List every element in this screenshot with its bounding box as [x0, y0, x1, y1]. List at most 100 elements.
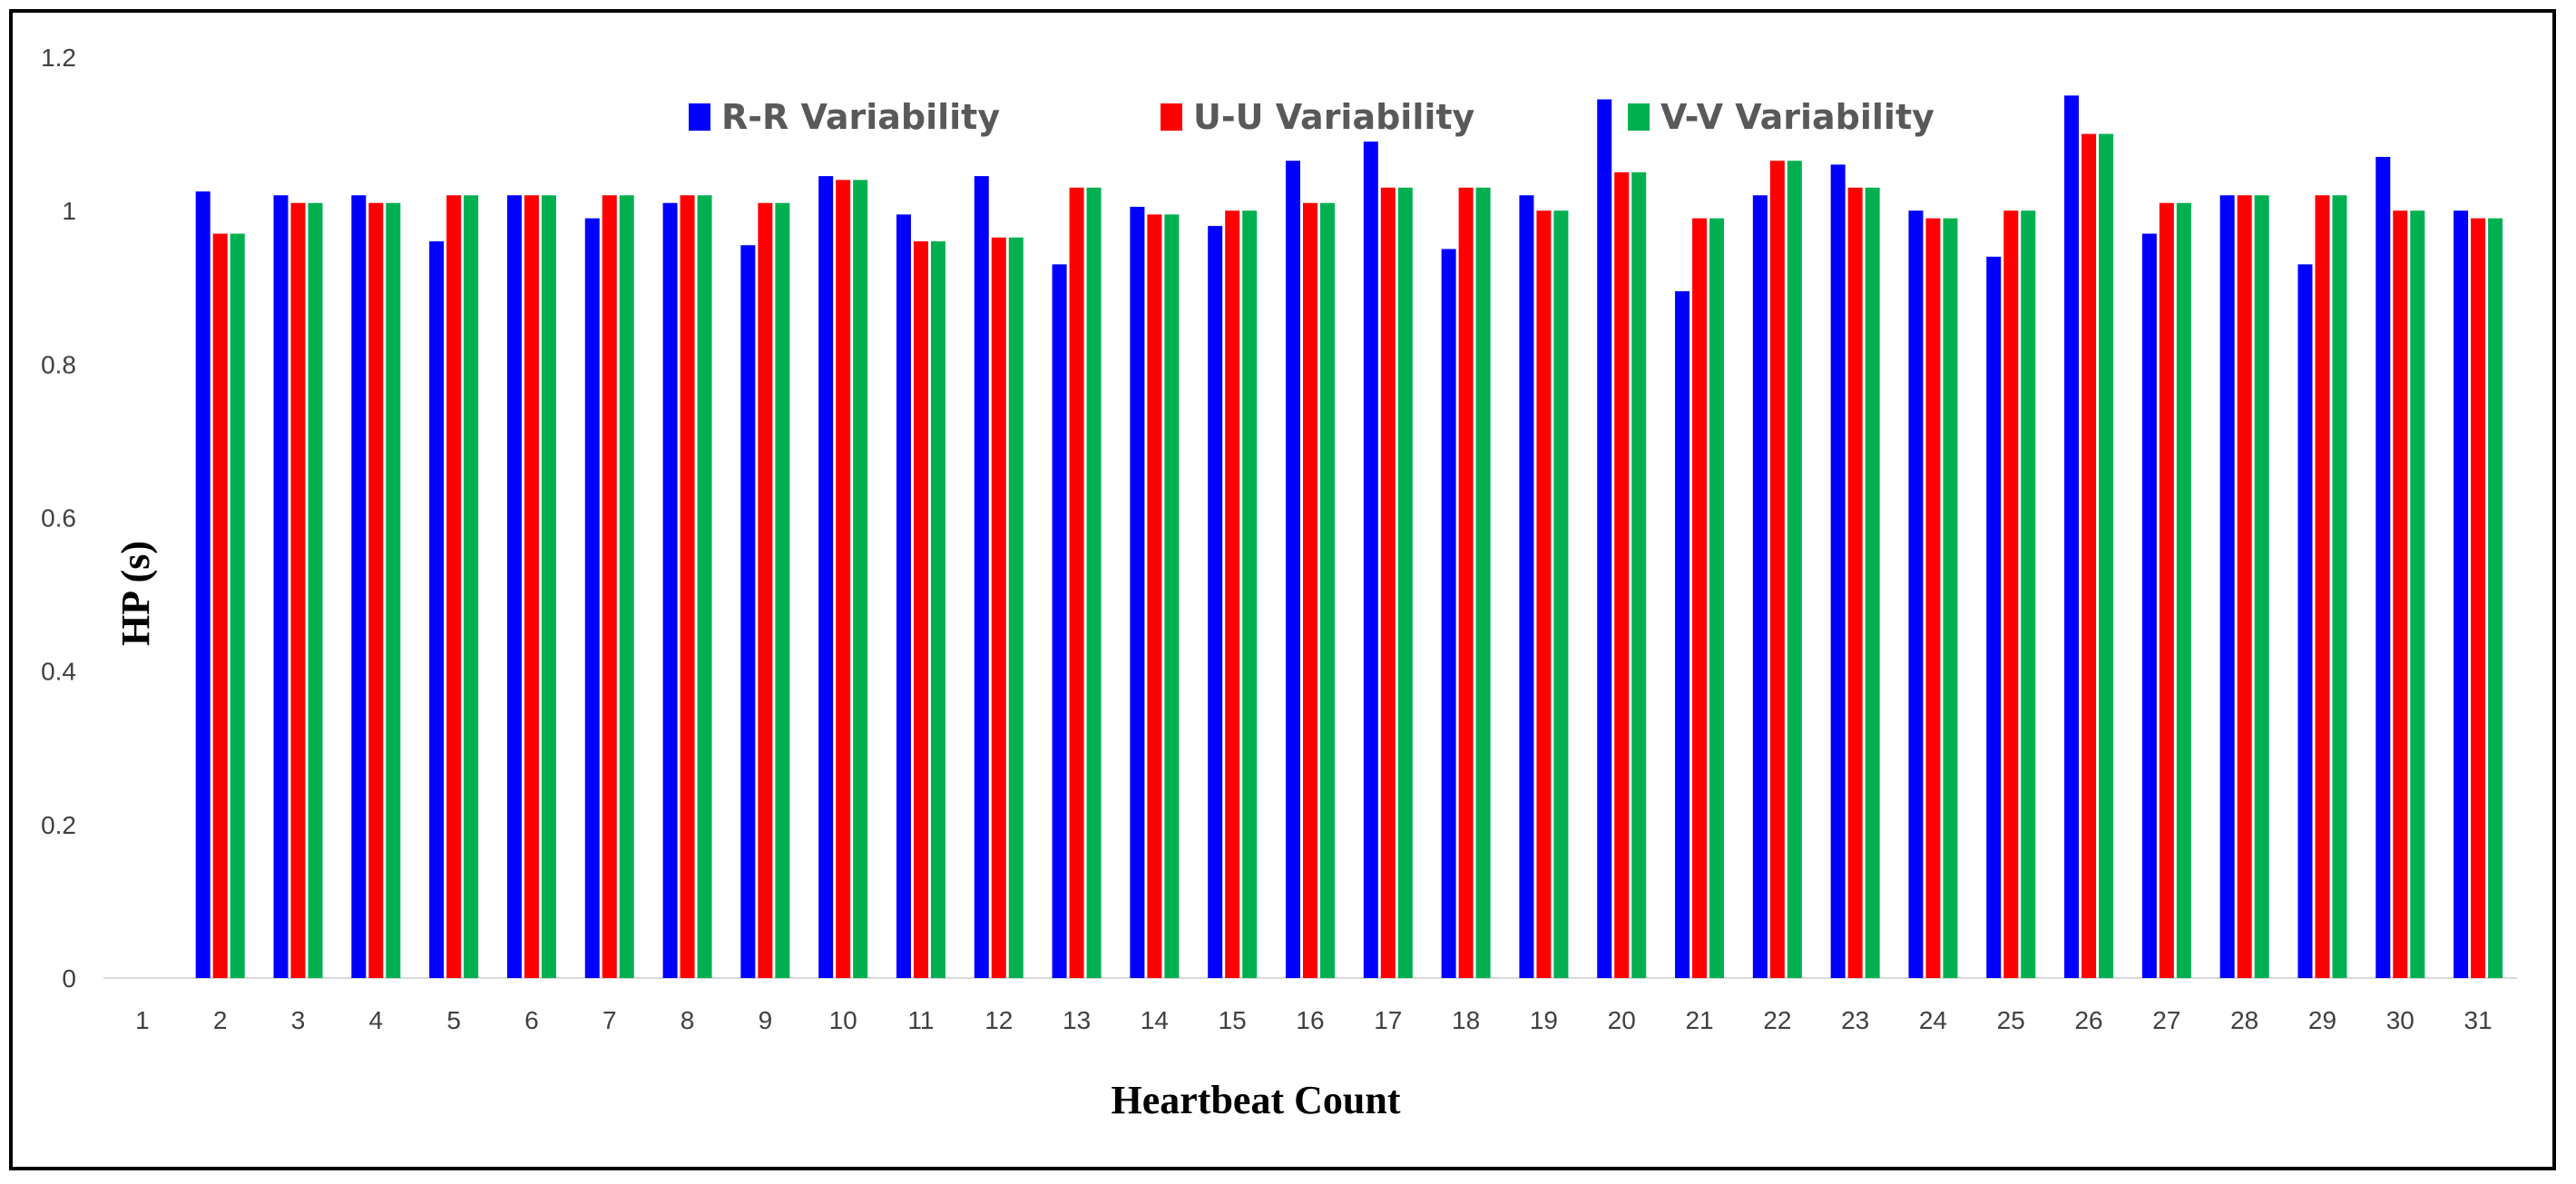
bar-vv — [1397, 187, 1413, 978]
bar-rr — [662, 202, 678, 979]
bar-vv — [1164, 214, 1180, 979]
bar-uu — [1458, 187, 1474, 978]
bar-uu — [1847, 187, 1863, 978]
x-tick-label: 9 — [759, 1006, 773, 1034]
bar-uu — [1303, 202, 1317, 979]
legend-swatch — [689, 103, 710, 131]
x-tick-label: 18 — [1452, 1006, 1480, 1034]
x-tick-label: 17 — [1374, 1006, 1402, 1034]
bar-uu — [2471, 218, 2486, 978]
x-tick-label: 8 — [681, 1006, 695, 1034]
bar-rr — [1208, 226, 1223, 979]
x-tick-label: 31 — [2464, 1006, 2493, 1034]
bar-vv — [775, 202, 790, 979]
bar-vv — [619, 195, 634, 978]
x-tick-label: 21 — [1685, 1006, 1713, 1034]
y-tick-label: 0.2 — [41, 811, 76, 839]
x-axis-ticks: 1 2 3 4 5 6 7 8 9 10 11 12 13 14 15 16 17 18 19 20 21 22 23 24 2… — [135, 1006, 2493, 1034]
x-tick-label: 24 — [1919, 1006, 1947, 1034]
bar-rr — [1597, 99, 1612, 979]
x-axis-title: Heartbeat Count — [1112, 1078, 1401, 1122]
bar-rr — [2297, 264, 2313, 978]
bar-rr — [2064, 95, 2080, 978]
bar-rr — [1986, 256, 2002, 979]
bars — [195, 95, 2503, 979]
bar-rr — [2454, 210, 2469, 978]
legend-swatch — [1161, 103, 1182, 131]
bar-vv — [853, 180, 868, 979]
x-tick-label: 11 — [907, 1006, 934, 1034]
bar-uu — [1380, 187, 1396, 978]
bar-rr — [740, 245, 756, 979]
bar-rr — [2219, 195, 2235, 978]
bar-uu — [2003, 210, 2019, 978]
y-tick-label: 0.4 — [41, 658, 76, 686]
bar-rr — [1752, 195, 1768, 978]
bar-uu — [212, 233, 228, 978]
bar-uu — [2081, 133, 2097, 979]
x-tick-label: 28 — [2230, 1006, 2258, 1034]
bar-uu — [1147, 214, 1162, 979]
bar-rr — [818, 176, 834, 978]
legend-swatch — [1628, 103, 1650, 131]
bar-uu — [758, 202, 773, 979]
bar-vv — [2332, 195, 2347, 978]
bar-rr — [2375, 156, 2391, 979]
bar-vv — [1865, 187, 1880, 978]
legend: R-R Variability U-U Variability V-V Variab… — [689, 97, 1934, 137]
bar-vv — [1242, 210, 1258, 978]
bar-vv — [1709, 218, 1725, 978]
bar-rr — [1130, 206, 1145, 978]
legend-label: R-R Variability — [721, 97, 1000, 137]
legend-label: U-U Variability — [1193, 97, 1475, 137]
x-tick-label: 16 — [1296, 1006, 1324, 1034]
x-tick-label: 7 — [602, 1006, 617, 1034]
bar-vv — [2254, 195, 2269, 978]
bar-vv — [2021, 210, 2036, 978]
bar-uu — [1769, 161, 1785, 978]
bar-vv — [1787, 161, 1802, 978]
y-tick-label: 1 — [62, 197, 76, 225]
bar-rr — [1286, 161, 1300, 978]
bar-uu — [2237, 195, 2252, 978]
bar-uu — [602, 195, 617, 978]
bar-chart: 00.20.40.60.811.2 1 2 3 4 5 6 7 8 9 10 11 12 13 14 15 1… — [41, 44, 2517, 1122]
bar-rr — [1675, 290, 1690, 979]
bar-rr — [974, 176, 989, 978]
bar-rr — [1908, 210, 1924, 978]
bar-vv — [1008, 237, 1024, 978]
chart-frame: 0 0.2 0.4 0.6 0.8 1 1.2 1 2 3 4 5 6 7 8 9 10 11 12 13 14 15 1… — [9, 9, 2556, 1170]
bar-rr — [195, 191, 211, 979]
bar-uu — [1069, 187, 1084, 978]
y-axis-ticks: 0 0.2 0.4 0.6 0.8 1 1.2 — [41, 44, 76, 993]
bar-vv — [1086, 187, 1102, 978]
bar-rr — [1363, 142, 1378, 978]
bar-rr — [896, 214, 911, 979]
bar-vv — [2410, 210, 2425, 978]
bar-rr — [2141, 233, 2157, 978]
x-tick-label: 1 — [135, 1006, 150, 1034]
bar-vv — [2488, 218, 2503, 978]
bar-vv — [2099, 133, 2114, 979]
bar-uu — [290, 202, 306, 979]
bar-vv — [1320, 202, 1335, 979]
bar-uu — [368, 202, 384, 979]
y-axis-title: HP (s) — [113, 541, 158, 646]
x-tick-label: 15 — [1219, 1006, 1247, 1034]
bar-rr — [584, 218, 600, 978]
x-tick-label: 19 — [1530, 1006, 1558, 1034]
x-tick-label: 4 — [369, 1006, 384, 1034]
bar-vv — [541, 195, 556, 978]
x-tick-label: 14 — [1141, 1006, 1169, 1034]
bar-uu — [1536, 210, 1552, 978]
bar-uu — [524, 195, 539, 978]
bar-rr — [1830, 164, 1846, 978]
bar-rr — [429, 241, 445, 978]
legend-label: V-V Variability — [1660, 97, 1934, 137]
x-tick-label: 6 — [524, 1006, 539, 1034]
bar-uu — [2315, 195, 2330, 978]
y-tick-label: 0.6 — [41, 504, 76, 533]
x-tick-label: 5 — [446, 1006, 461, 1034]
bar-vv — [1943, 218, 1958, 978]
x-tick-label: 23 — [1841, 1006, 1869, 1034]
